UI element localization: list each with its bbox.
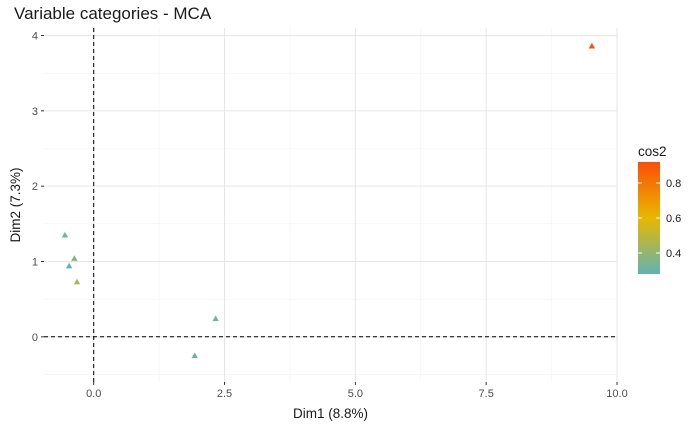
- legend-title: cos2: [638, 144, 667, 159]
- y-axis-title: Dim2 (7.3%): [8, 167, 23, 242]
- x-tick-label: 5.0: [348, 388, 363, 400]
- data-point-1: [588, 42, 596, 49]
- chart-title: Variable categories - MCA: [14, 4, 212, 23]
- legend-colorbar: [638, 162, 660, 274]
- y-tick-label: 3: [32, 106, 38, 118]
- x-tick-label: 10.0: [606, 388, 627, 400]
- y-tick-label: 2: [32, 181, 38, 193]
- x-tick-label: 0.0: [86, 388, 101, 400]
- y-tick-label: 0: [32, 332, 38, 344]
- legend-tick-label: 0.8: [666, 178, 681, 190]
- y-tick-label: 4: [32, 31, 38, 43]
- data-point-3: [71, 255, 78, 261]
- x-axis-title: Dim1 (8.8%): [293, 406, 368, 421]
- data-point-5: [73, 278, 81, 285]
- x-tick-label: 7.5: [479, 388, 494, 400]
- data-point-2: [61, 231, 69, 238]
- y-tick-label: 1: [32, 256, 38, 268]
- data-point-6: [212, 315, 219, 322]
- legend-tick-label: 0.6: [666, 213, 681, 225]
- x-tick-label: 2.5: [217, 388, 232, 400]
- legend-tick-label: 0.4: [666, 248, 681, 260]
- data-point-7: [191, 352, 198, 359]
- data-point-4: [65, 262, 73, 269]
